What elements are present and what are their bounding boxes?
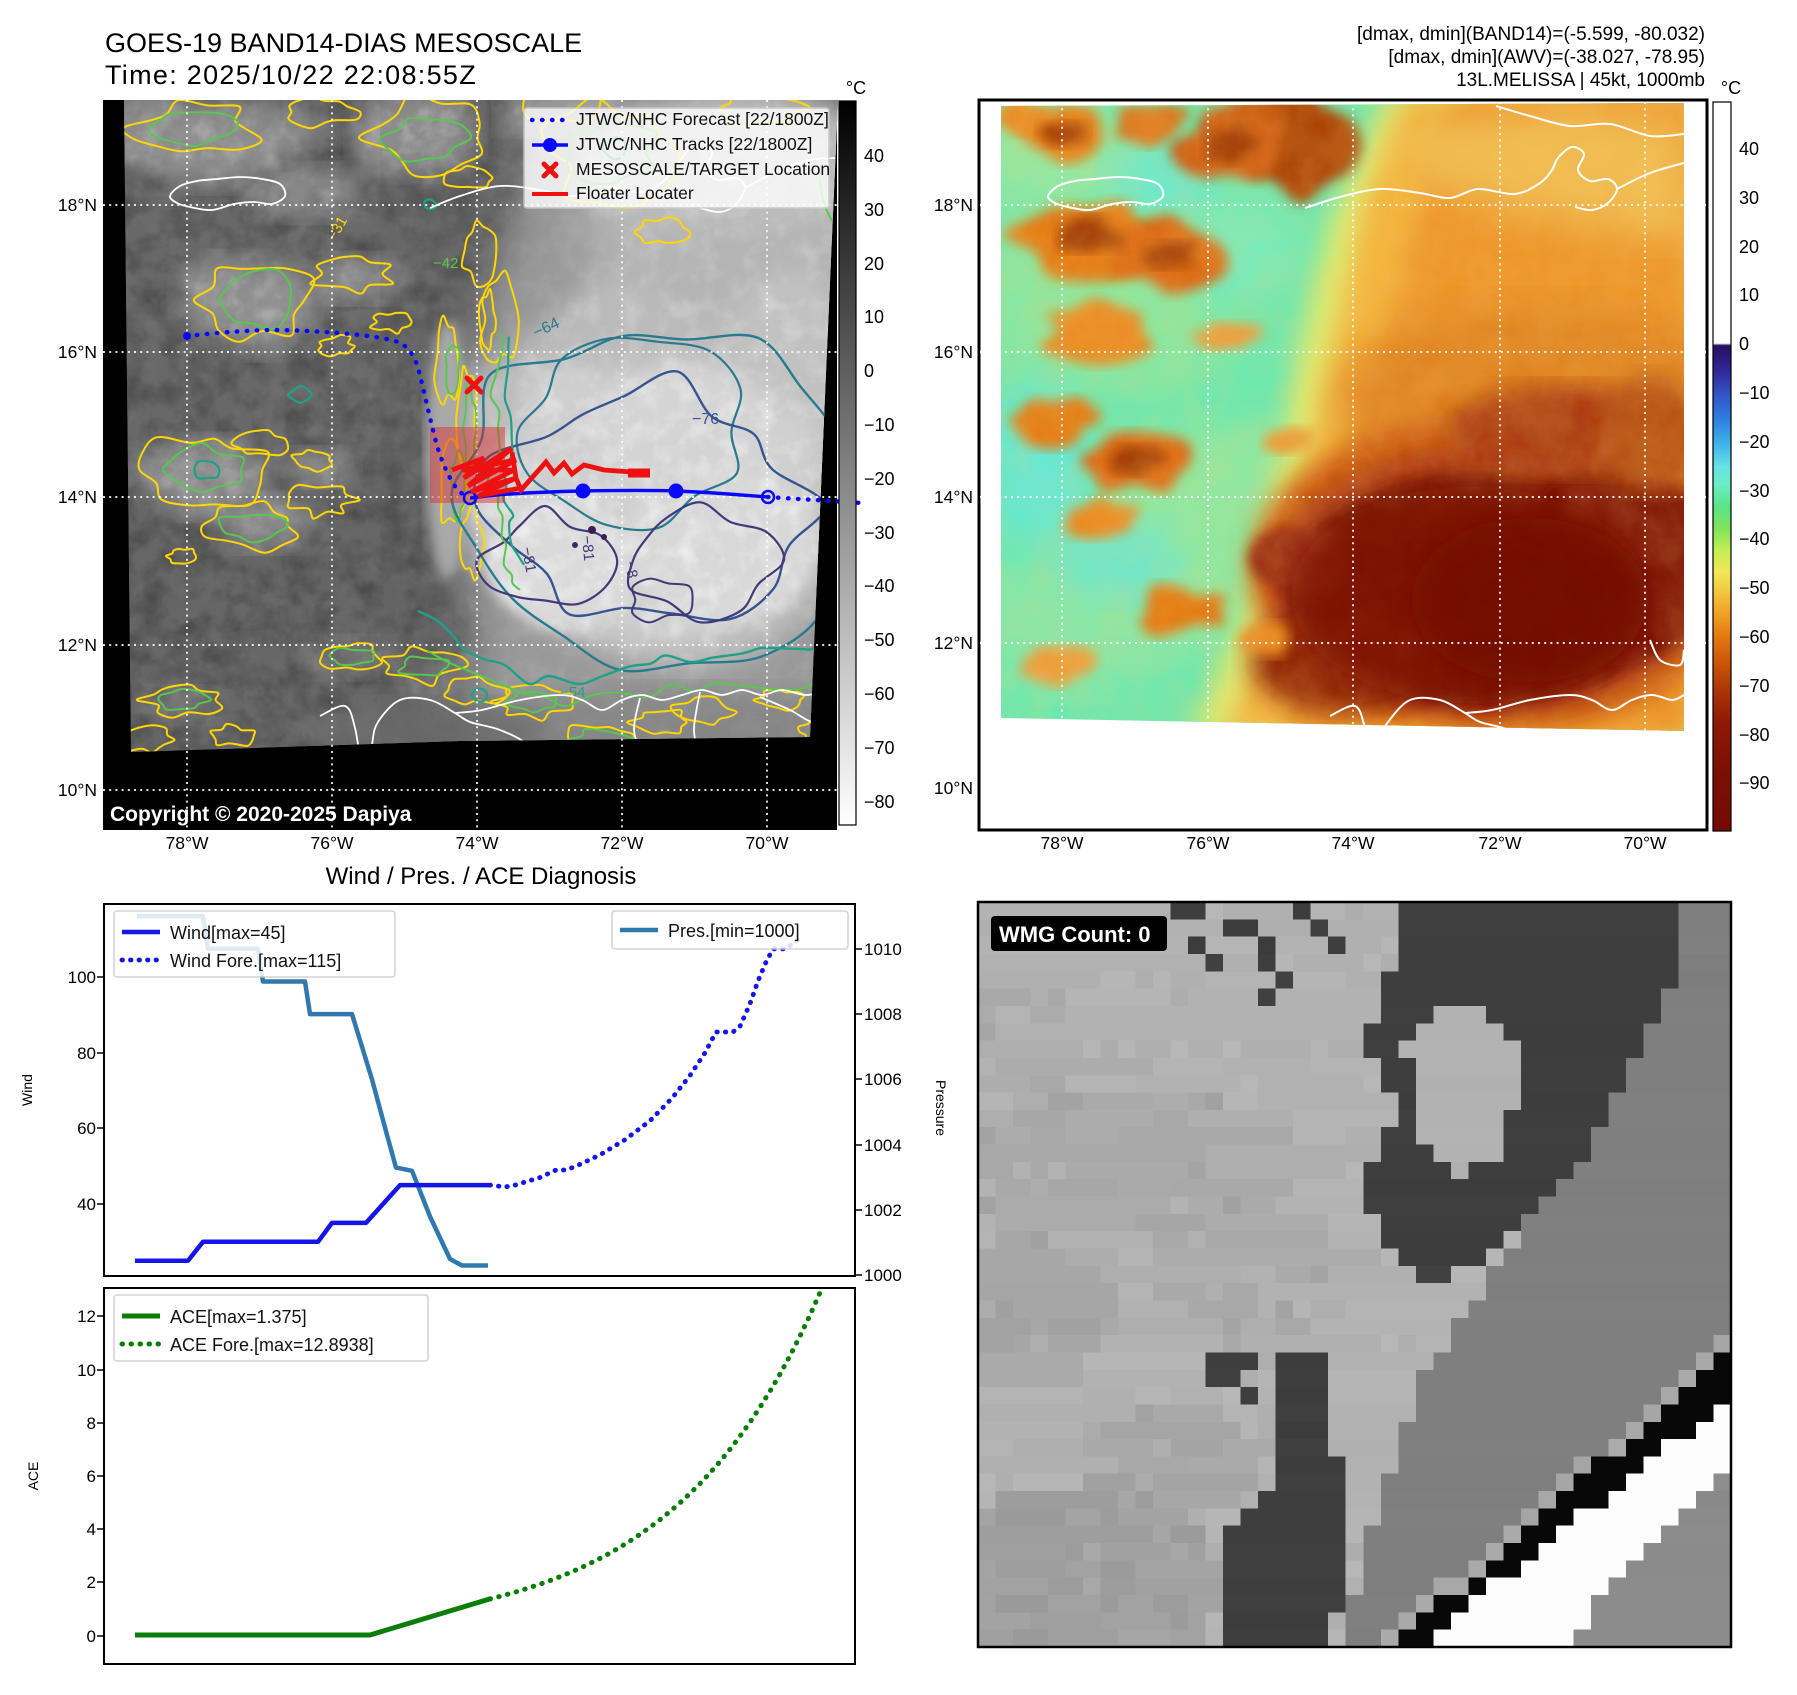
svg-text:60: 60	[77, 1119, 96, 1138]
svg-text:2: 2	[87, 1573, 96, 1592]
svg-text:80: 80	[77, 1044, 96, 1063]
svg-text:−42: −42	[433, 255, 458, 272]
svg-text:ACE Fore.[max=12.8938]: ACE Fore.[max=12.8938]	[170, 1335, 374, 1355]
svg-text:Pressure: Pressure	[933, 1080, 949, 1136]
svg-text:−10: −10	[864, 415, 895, 435]
svg-text:Floater Locater: Floater Locater	[576, 183, 694, 203]
svg-text:1000: 1000	[864, 1266, 902, 1285]
svg-text:78°W: 78°W	[166, 833, 209, 853]
svg-text:14°N: 14°N	[934, 487, 973, 507]
svg-text:100: 100	[68, 968, 96, 987]
svg-text:12°N: 12°N	[934, 633, 973, 653]
svg-text:−70: −70	[864, 738, 895, 758]
svg-text:−90: −90	[1739, 773, 1770, 793]
svg-text:0: 0	[87, 1627, 96, 1646]
svg-text:30: 30	[1739, 188, 1759, 208]
svg-text:°C: °C	[846, 78, 866, 98]
svg-text:−54: −54	[560, 684, 585, 701]
svg-text:16°N: 16°N	[58, 342, 97, 362]
svg-text:−50: −50	[864, 630, 895, 650]
svg-text:1008: 1008	[864, 1005, 902, 1024]
svg-text:76°W: 76°W	[1187, 833, 1230, 853]
svg-text:12: 12	[77, 1307, 96, 1326]
svg-text:1006: 1006	[864, 1070, 902, 1089]
svg-text:0: 0	[1739, 334, 1749, 354]
svg-text:−80: −80	[1739, 725, 1770, 745]
svg-text:−60: −60	[1739, 627, 1770, 647]
svg-text:−70: −70	[1739, 676, 1770, 696]
svg-text:−60: −60	[864, 684, 895, 704]
svg-text:40: 40	[1739, 139, 1759, 159]
svg-text:6: 6	[87, 1467, 96, 1486]
svg-text:76°W: 76°W	[311, 833, 354, 853]
svg-text:1010: 1010	[864, 940, 902, 959]
svg-text:−81: −81	[518, 546, 539, 574]
svg-text:1004: 1004	[864, 1136, 902, 1155]
svg-text:Pres.[min=1000]: Pres.[min=1000]	[668, 921, 800, 941]
svg-text:18°N: 18°N	[934, 195, 973, 215]
svg-text:16°N: 16°N	[934, 342, 973, 362]
svg-text:10: 10	[864, 307, 884, 327]
svg-text:Wind Fore.[max=115]: Wind Fore.[max=115]	[170, 951, 341, 971]
svg-text:13L.MELISSA | 45kt, 1000mb: 13L.MELISSA | 45kt, 1000mb	[1456, 70, 1705, 91]
svg-text:1002: 1002	[864, 1201, 902, 1220]
svg-text:8: 8	[87, 1414, 96, 1433]
svg-text:JTWC/NHC Tracks [22/1800Z]: JTWC/NHC Tracks [22/1800Z]	[576, 134, 812, 154]
svg-text:12°N: 12°N	[58, 635, 97, 655]
svg-text:18°N: 18°N	[58, 195, 97, 215]
svg-text:−20: −20	[864, 469, 895, 489]
svg-text:°C: °C	[1721, 78, 1741, 98]
svg-text:74°W: 74°W	[456, 833, 499, 853]
svg-text:JTWC/NHC Forecast [22/1800Z]: JTWC/NHC Forecast [22/1800Z]	[576, 109, 829, 129]
svg-text:−80: −80	[864, 792, 895, 812]
svg-text:[dmax, dmin](BAND14)=(-5.599,: [dmax, dmin](BAND14)=(-5.599, -80.032)	[1357, 24, 1705, 45]
svg-text:MESOSCALE/TARGET Location: MESOSCALE/TARGET Location	[576, 159, 830, 179]
svg-text:Time: 2025/10/22 22:08:55Z: Time: 2025/10/22 22:08:55Z	[105, 60, 477, 90]
svg-text:−10: −10	[1739, 383, 1770, 403]
svg-text:40: 40	[77, 1195, 96, 1214]
svg-text:−8: −8	[621, 560, 641, 580]
svg-text:GOES-19 BAND14-DIAS MESOSCALE: GOES-19 BAND14-DIAS MESOSCALE	[105, 28, 582, 58]
svg-text:ACE: ACE	[25, 1462, 41, 1491]
svg-text:4: 4	[87, 1520, 96, 1539]
svg-text:20: 20	[864, 254, 884, 274]
svg-text:−20: −20	[1739, 432, 1770, 452]
svg-text:20: 20	[1739, 237, 1759, 257]
svg-text:ACE[max=1.375]: ACE[max=1.375]	[170, 1307, 307, 1327]
svg-text:Wind[max=45]: Wind[max=45]	[170, 923, 286, 943]
svg-text:Wind: Wind	[19, 1074, 35, 1106]
svg-text:72°W: 72°W	[1479, 833, 1522, 853]
svg-text:70°W: 70°W	[746, 833, 789, 853]
svg-text:−76: −76	[692, 411, 719, 428]
svg-text:78°W: 78°W	[1041, 833, 1084, 853]
svg-text:10: 10	[1739, 285, 1759, 305]
svg-text:74°W: 74°W	[1332, 833, 1375, 853]
svg-text:10°N: 10°N	[58, 780, 97, 800]
svg-text:−50: −50	[1739, 578, 1770, 598]
svg-text:Copyright © 2020-2025 Dapiya: Copyright © 2020-2025 Dapiya	[110, 803, 412, 826]
svg-text:30: 30	[864, 200, 884, 220]
svg-text:72°W: 72°W	[601, 833, 644, 853]
svg-text:[dmax, dmin](AWV)=(-38.027, -7: [dmax, dmin](AWV)=(-38.027, -78.95)	[1388, 47, 1705, 68]
svg-text:−81: −81	[578, 535, 597, 562]
svg-text:40: 40	[864, 146, 884, 166]
svg-text:WMG Count: 0: WMG Count: 0	[999, 922, 1151, 947]
svg-text:10: 10	[77, 1361, 96, 1380]
svg-text:−40: −40	[864, 576, 895, 596]
svg-text:Wind / Pres. / ACE Diagnosis: Wind / Pres. / ACE Diagnosis	[326, 863, 637, 890]
svg-text:70°W: 70°W	[1624, 833, 1667, 853]
svg-text:−40: −40	[1739, 529, 1770, 549]
svg-text:−30: −30	[1739, 481, 1770, 501]
svg-text:10°N: 10°N	[934, 778, 973, 798]
svg-text:0: 0	[864, 361, 874, 381]
svg-text:−30: −30	[864, 523, 895, 543]
svg-text:14°N: 14°N	[58, 487, 97, 507]
